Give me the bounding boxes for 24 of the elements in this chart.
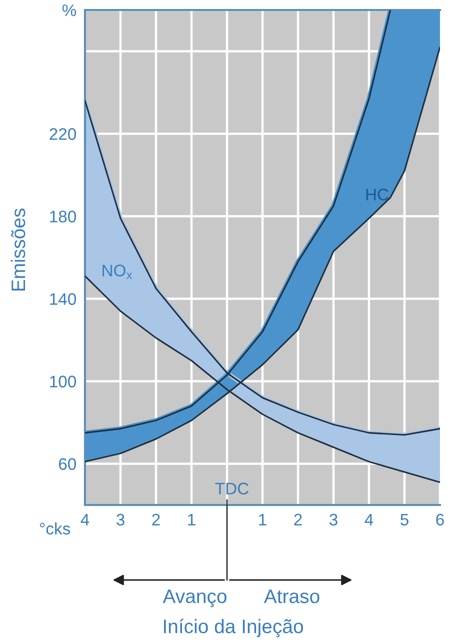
y-tick-label: % bbox=[62, 4, 76, 16]
y-tick-label: 100 bbox=[50, 376, 76, 388]
x-tick-label: 3 bbox=[330, 514, 338, 526]
x-tick-label: 1 bbox=[259, 514, 266, 526]
text: Atraso bbox=[264, 590, 320, 604]
x-tick-label: 2 bbox=[152, 514, 160, 526]
y-axis-title: Emissões bbox=[10, 208, 26, 291]
y-tick-label: 60 bbox=[58, 458, 76, 470]
annotation: HC bbox=[366, 188, 388, 200]
x-tick-label: 4 bbox=[364, 514, 374, 526]
x-tick-label: 6 bbox=[436, 514, 444, 526]
y-tick-label: 180 bbox=[50, 210, 76, 222]
annotation: TDC bbox=[215, 482, 248, 494]
x-tick-label: 4 bbox=[80, 514, 90, 526]
x-axis-title: °cks bbox=[40, 522, 70, 535]
text: Início da Injeção bbox=[164, 618, 303, 638]
y-tick-label: 220 bbox=[50, 128, 76, 140]
x-tick-label: 1 bbox=[188, 514, 196, 526]
x-tick-label: 3 bbox=[116, 514, 124, 526]
y-tick-label: 140 bbox=[50, 293, 76, 305]
x-tick-label: 5 bbox=[400, 514, 408, 526]
x-tick-label: 2 bbox=[294, 514, 302, 526]
text: Avanço bbox=[162, 590, 226, 608]
annotation: NO$_{x}$ bbox=[102, 264, 132, 279]
